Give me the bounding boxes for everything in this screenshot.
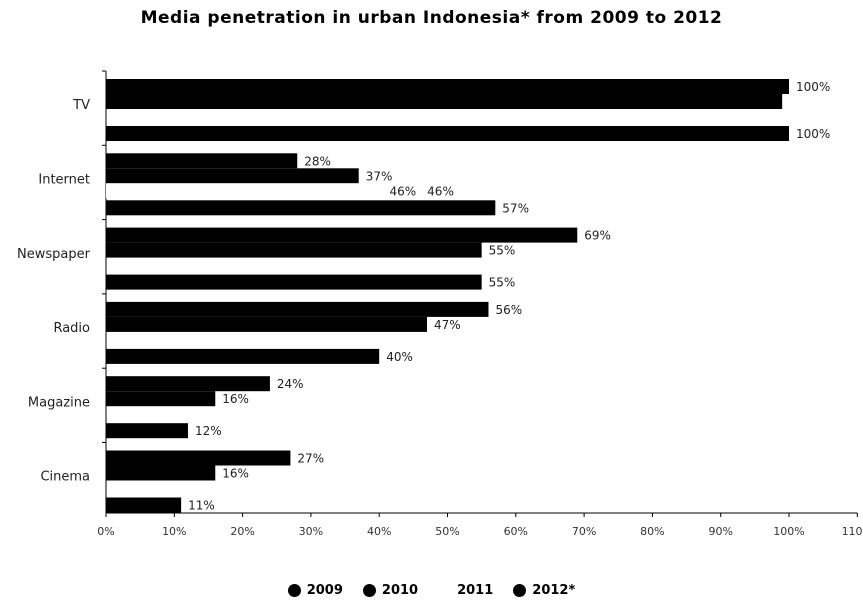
data-label: 16% bbox=[222, 392, 249, 406]
data-label: 28% bbox=[304, 154, 331, 168]
bar-chart: 0% 10% 20% 30% 40% 50% 60% 70% 80% 90% 100% 110% TV I… bbox=[17, 70, 863, 538]
legend-label: 2011 bbox=[457, 582, 494, 598]
legend-item-2011: 2011 bbox=[438, 583, 493, 598]
bar-2009-newspaper bbox=[106, 227, 578, 243]
legend-circle-icon bbox=[287, 583, 301, 597]
data-label: 24% bbox=[277, 377, 304, 391]
legend-item-2009: 2009 bbox=[287, 582, 343, 598]
data-label: 40% bbox=[386, 350, 413, 364]
bar-2010-tv bbox=[106, 94, 783, 109]
data-label: 100% bbox=[796, 127, 830, 141]
x-tick-label: 40% bbox=[367, 525, 391, 538]
category-label: TV bbox=[72, 98, 90, 113]
legend-circle-icon bbox=[362, 583, 376, 597]
x-tick-label: 70% bbox=[572, 525, 596, 538]
category-label: Magazine bbox=[28, 395, 90, 410]
bar-2009-tv bbox=[106, 79, 789, 94]
x-tick-label: 30% bbox=[299, 525, 323, 538]
data-label: 69% bbox=[584, 229, 611, 243]
legend-label: 2012* bbox=[532, 582, 576, 598]
data-label: 57% bbox=[502, 201, 529, 215]
legend-item-2010: 2010 bbox=[362, 582, 419, 598]
x-tick-label: 10% bbox=[162, 525, 186, 538]
bar-2012-tv bbox=[106, 126, 789, 141]
bar-2010-cinema bbox=[106, 465, 216, 481]
bar-2012-magazine bbox=[106, 423, 188, 439]
legend-label: 2010 bbox=[381, 582, 419, 598]
data-label: 27% bbox=[297, 452, 324, 466]
category-label: Newspaper bbox=[17, 247, 91, 262]
data-label: 47% bbox=[434, 318, 461, 332]
data-label: 56% bbox=[495, 303, 522, 317]
data-label-2011: 46% bbox=[390, 184, 417, 198]
bar-2012-radio bbox=[106, 348, 380, 364]
bar-2010-internet bbox=[106, 168, 359, 184]
bar-2009-internet bbox=[106, 153, 298, 169]
legend-item-2012: 2012* bbox=[513, 583, 575, 598]
x-tick-label: 0% bbox=[97, 525, 114, 538]
data-label: 16% bbox=[222, 467, 249, 481]
category-label: Cinema bbox=[40, 470, 90, 485]
data-label: 37% bbox=[366, 169, 393, 183]
data-label: 55% bbox=[489, 244, 516, 258]
bar-2009-cinema bbox=[106, 450, 291, 466]
category-label: Internet bbox=[38, 172, 90, 187]
bar-2010-magazine bbox=[106, 391, 216, 407]
data-label: 100% bbox=[796, 80, 830, 94]
bar-2012-internet bbox=[106, 200, 496, 216]
chart-title: Media penetration in urban Indonesia* fr… bbox=[140, 8, 723, 28]
x-tick-label: 80% bbox=[640, 525, 664, 538]
data-label: 11% bbox=[188, 499, 215, 513]
bar-2009-radio bbox=[106, 301, 489, 317]
category-label: Radio bbox=[53, 321, 90, 336]
bar-2012-cinema bbox=[106, 497, 182, 513]
bar-2011-internet bbox=[106, 183, 421, 199]
data-label: 46% bbox=[427, 184, 454, 198]
legend: 2009 2010 2011 2012* bbox=[0, 580, 863, 600]
bar-2009-magazine bbox=[106, 376, 270, 392]
data-label: 55% bbox=[489, 276, 516, 290]
bar-2010-radio bbox=[106, 316, 428, 332]
x-tick-label: 110% bbox=[842, 525, 863, 538]
x-tick-label: 50% bbox=[435, 525, 459, 538]
x-tick-label: 20% bbox=[230, 525, 254, 538]
legend-circle-icon bbox=[513, 583, 527, 597]
x-tick-label: 60% bbox=[504, 525, 528, 538]
data-label: 12% bbox=[195, 424, 222, 438]
bar-2012-newspaper bbox=[106, 274, 482, 290]
legend-blank-marker bbox=[438, 584, 451, 597]
x-tick-label: 90% bbox=[708, 525, 732, 538]
bar-2010-newspaper bbox=[106, 242, 482, 258]
legend-label: 2009 bbox=[306, 582, 343, 598]
x-tick-label: 100% bbox=[773, 525, 804, 538]
